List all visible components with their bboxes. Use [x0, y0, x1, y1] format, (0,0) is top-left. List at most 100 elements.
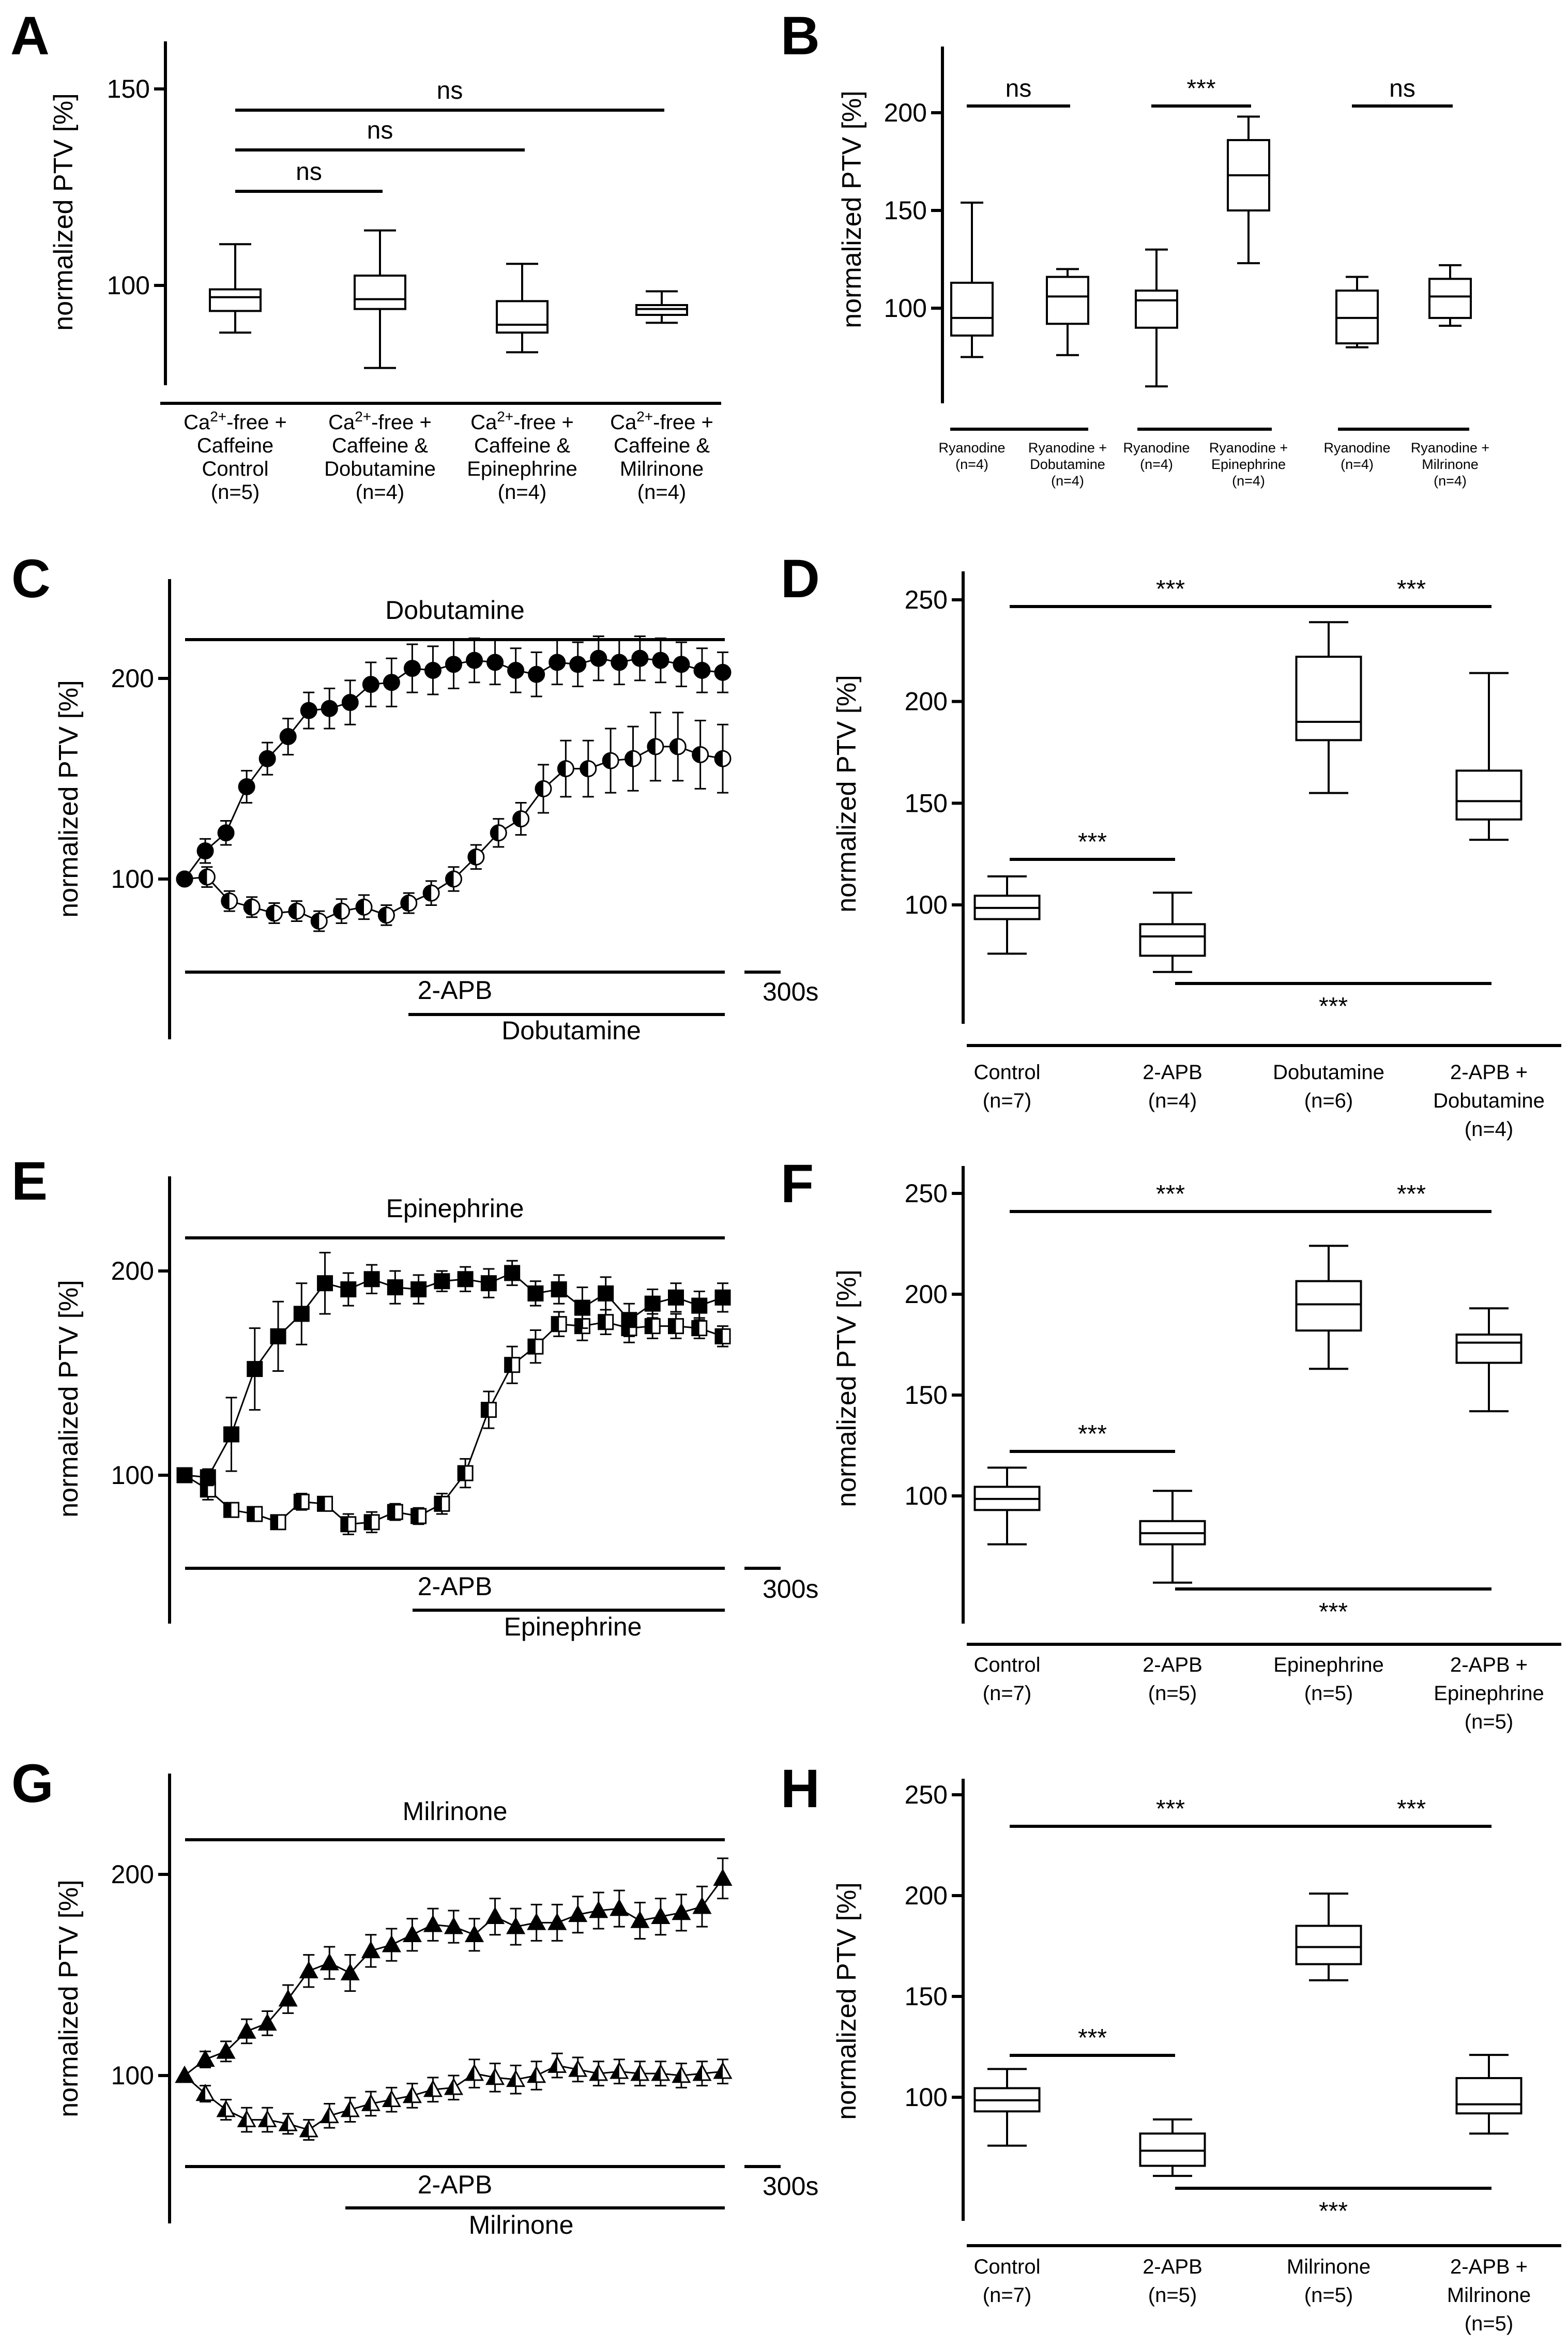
category-label: (n=5) — [1304, 2284, 1353, 2307]
y-tick-label: 200 — [905, 687, 948, 716]
marker-half-fill — [288, 903, 297, 919]
category-label: Control — [974, 1061, 1041, 1084]
category-label: (n=4) — [498, 481, 547, 504]
marker-half-fill — [513, 811, 521, 827]
category-label: Dobutamine — [1030, 457, 1105, 472]
treatment-label-second: Dobutamine — [501, 1016, 641, 1045]
y-tick-label: 250 — [905, 585, 948, 614]
data-point-marker — [691, 1297, 708, 1314]
marker-half-fill — [645, 1319, 653, 1334]
data-point-marker — [279, 728, 297, 746]
category-label: Ryanodine + — [1411, 440, 1489, 456]
data-point-marker — [551, 1281, 567, 1298]
y-tick-label: 100 — [905, 890, 948, 919]
series-line — [184, 746, 723, 922]
significance-label: *** — [1156, 1180, 1185, 1208]
data-point-marker — [486, 654, 504, 671]
marker-half-fill — [423, 885, 432, 901]
box-plot — [1295, 1892, 1362, 1981]
y-tick-label: 150 — [905, 789, 948, 817]
marker-half-fill — [221, 893, 230, 909]
category-label: Milrinone — [1422, 457, 1479, 472]
panel-c: C 100 200 normalized PTV [%] Dobutamine 2-APB… — [11, 549, 818, 1045]
data-point-marker — [527, 1285, 544, 1301]
marker-half-fill — [342, 2101, 351, 2116]
significance-bracket: ns — [235, 77, 664, 112]
panel-g: G 100 200 normalized PTV [%] Milrinone 2-APB M… — [11, 1753, 818, 2239]
category-label: 2-APB + — [1450, 1654, 1528, 1676]
data-point-marker — [361, 1941, 380, 1959]
y-tick-label: 200 — [905, 1881, 948, 1910]
category-label: (n=4) — [637, 481, 687, 504]
marker-half-fill — [491, 825, 499, 841]
data-point-marker — [278, 1989, 298, 2007]
time-scale-label: 300s — [763, 977, 818, 1006]
data-point-marker — [631, 649, 649, 667]
data-point-marker — [444, 1917, 464, 1934]
data-point-marker — [457, 1271, 474, 1288]
data-point-marker — [299, 1961, 318, 1979]
significance-bracket: *** — [1175, 982, 1491, 1020]
y-tick-label: 100 — [111, 2061, 154, 2090]
data-point-marker — [621, 1312, 637, 1328]
box-plot — [973, 2068, 1041, 2147]
category-label: Ca2+-free + — [328, 408, 432, 434]
significance-label: ns — [1389, 75, 1415, 102]
category-label: 2-APB + — [1450, 1061, 1528, 1084]
y-tick-label: 250 — [905, 1780, 948, 1809]
box-iqr — [1295, 1925, 1362, 1965]
box-iqr — [1455, 769, 1523, 821]
series-treatment-only — [176, 635, 732, 888]
box-plot — [1135, 248, 1178, 388]
marker-half-fill — [569, 2061, 578, 2077]
marker-half-fill — [536, 781, 543, 797]
category-label: 2-APB + — [1450, 2255, 1528, 2278]
box-plot — [496, 263, 549, 354]
panel-label: H — [781, 1759, 820, 1819]
box-iqr — [209, 288, 262, 312]
category-label: (n=4) — [955, 457, 988, 472]
category-label: Ryanodine + — [1209, 440, 1288, 456]
marker-half-fill — [625, 751, 633, 767]
data-point-marker — [423, 1915, 443, 1932]
category-label: (n=5) — [1148, 2284, 1197, 2307]
y-tick-label: 100 — [905, 2083, 948, 2112]
significance-label: *** — [1397, 1180, 1426, 1208]
y-tick-label: 200 — [884, 98, 927, 127]
marker-half-fill — [466, 2065, 475, 2080]
marker-half-fill — [333, 903, 342, 919]
data-point-marker — [466, 652, 483, 669]
data-point-marker — [598, 1285, 614, 1301]
data-point-marker — [247, 1361, 263, 1377]
marker-half-fill — [356, 899, 364, 915]
category-label: Caffeine & — [474, 434, 570, 457]
marker-half-fill — [716, 1329, 723, 1344]
marker-half-fill — [603, 753, 611, 769]
data-point-marker — [200, 1469, 216, 1486]
box-iqr — [1295, 1280, 1362, 1332]
data-point-marker — [216, 2041, 236, 2059]
category-label: Epinephrine — [1273, 1654, 1384, 1676]
series-line — [184, 1272, 723, 1478]
significance-label: ns — [1006, 75, 1032, 102]
box-plot — [1335, 276, 1379, 349]
panel-label: C — [11, 549, 51, 609]
marker-half-fill — [388, 1505, 395, 1520]
treatment-label-second: Milrinone — [469, 2210, 574, 2239]
data-point-marker — [568, 1904, 588, 1922]
y-tick-label: 150 — [905, 1982, 948, 2011]
data-point-marker — [300, 702, 317, 719]
marker-half-fill — [486, 2069, 495, 2084]
marker-half-fill — [590, 2065, 599, 2080]
marker-half-fill — [259, 2111, 268, 2127]
data-point-marker — [340, 1281, 357, 1298]
box-plot — [1139, 1490, 1206, 1584]
panel-label: F — [781, 1154, 814, 1214]
data-point-marker — [402, 1925, 422, 1942]
marker-half-fill — [434, 1496, 442, 1511]
y-tick-label: 150 — [107, 74, 150, 103]
marker-half-fill — [598, 1314, 606, 1329]
category-label: Milrinone — [1287, 2255, 1371, 2278]
data-point-marker — [644, 1295, 661, 1312]
category-label: 2-APB — [1143, 1061, 1202, 1084]
